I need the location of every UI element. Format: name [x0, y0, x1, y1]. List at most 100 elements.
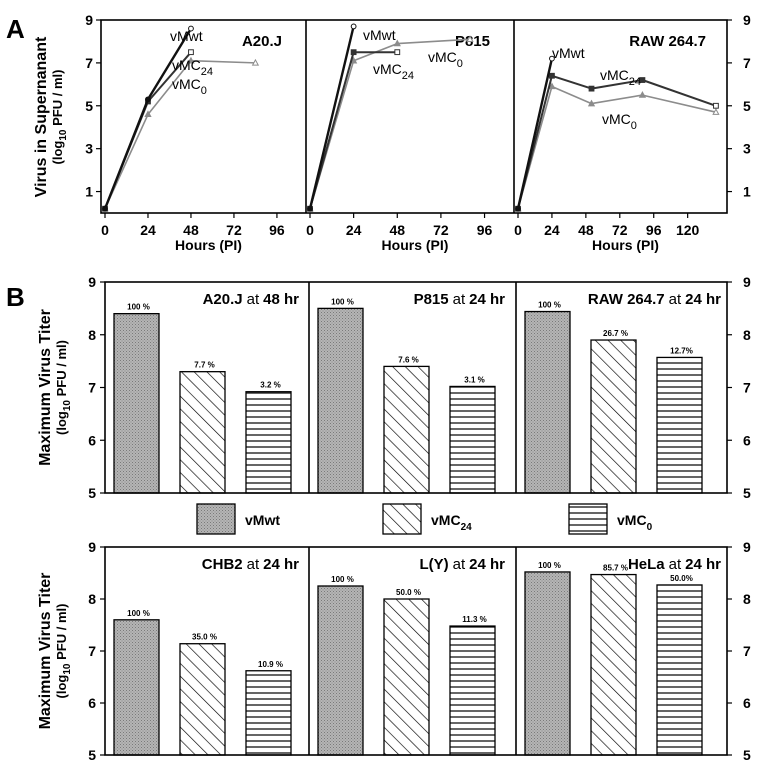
data-point	[515, 205, 521, 212]
bar-chart-title-time: 24 hr	[263, 556, 299, 573]
data-point	[466, 35, 474, 42]
x-tick-label: 96	[477, 222, 493, 238]
bar-value-label: 3.1 %	[464, 375, 484, 384]
y-tick-label-right: 5	[743, 747, 751, 763]
series-label-base: vMC	[373, 61, 402, 77]
bar-row-ylabel-2: Maximum Virus Titer (log10 PFU / ml)	[37, 573, 73, 730]
panel-a-ylabel-title: Virus in Supernanant	[33, 36, 50, 197]
data-point	[587, 99, 596, 107]
bar-row-ylabel-1-units-b: 10	[62, 400, 73, 412]
bar-row-frame	[104, 546, 728, 756]
y-tick-label-right: 9	[743, 274, 751, 290]
bar-chart-title-time: 24 hr	[469, 556, 505, 573]
series-line-vmc0	[517, 85, 717, 209]
bar-value-label: 100 %	[331, 297, 354, 306]
bar-value-label: 11.3 %	[462, 615, 486, 624]
data-point	[251, 58, 260, 66]
bar-chart-title: P815 at 24 hr	[414, 291, 506, 308]
bar-chart-4: 100 % 35.0 % 10.9 % CHB2 at 24 hr	[113, 556, 299, 756]
bar-chart-title: CHB2 at 24 hr	[202, 556, 299, 573]
data-point	[394, 49, 401, 56]
x-tick-label: 72	[433, 222, 449, 238]
legend-label-base: vMC	[617, 512, 647, 528]
bar-vmc0	[245, 670, 292, 756]
bar-vmwt	[113, 312, 160, 494]
bar-chart-6: 100 % 85.7 %50.0%HeLa at 24 hr	[524, 556, 721, 756]
y-tick-label-left: 6	[88, 695, 96, 711]
bar-value-label: 35.0 %	[192, 633, 217, 642]
panel-a-ylabel-units-b: 10	[58, 129, 69, 141]
data-point	[144, 110, 152, 118]
bar-vmc0	[449, 385, 496, 494]
bar-value-label: 50.0%	[670, 574, 693, 583]
x-tick-label: 24	[140, 222, 156, 238]
panel-a-frame	[100, 19, 728, 214]
x-tick-label: 72	[612, 222, 628, 238]
bar-value-label: 100 %	[538, 561, 561, 570]
bar-row-ylabel-1: Maximum Virus Titer (log10 PFU / ml)	[37, 309, 73, 466]
panel-a-ytick-label-left: 1	[85, 184, 93, 200]
bar-value-label: 26.7 %	[603, 329, 628, 338]
bar-row-ylabel-1-title: Maximum Virus Titer	[37, 309, 54, 466]
panel-a-line-charts: 1 1 3 3 5 5 7 7 9 9 Virus in Supernanant (log10 PFU…	[33, 12, 751, 253]
bar-chart-title-at: at	[669, 556, 682, 573]
bar-row-ylabel-1-units-a: (log	[54, 411, 69, 435]
data-point	[712, 108, 720, 115]
data-point	[307, 205, 313, 212]
bar-row-ylabel-2-units-c: PFU / ml)	[54, 604, 69, 664]
x-tick-label: 96	[269, 222, 285, 238]
bar-chart-title-cell: L(Y)	[419, 556, 448, 573]
series-label: vMwt	[363, 27, 396, 43]
legend-label-base: vMC	[431, 512, 461, 528]
series-label-sub: 24	[201, 66, 213, 78]
bar-vmc24	[383, 598, 430, 756]
panel-a-ytick-label-left: 3	[85, 141, 93, 157]
bar-chart-title-time: 48 hr	[263, 291, 299, 308]
bar-vmc24	[179, 643, 226, 756]
y-tick-label-right: 8	[743, 591, 751, 607]
y-tick-label-right: 6	[743, 695, 751, 711]
series-label-base: vMC	[600, 67, 629, 83]
x-tick-label: 72	[226, 222, 242, 238]
panel-a-ylabel-units-a: (log	[50, 141, 65, 165]
y-tick-label-left: 6	[88, 432, 96, 448]
series-label-sub: 0	[631, 120, 637, 132]
series-label: vMC0	[172, 76, 207, 97]
x-axis-title: Hours (PI)	[382, 237, 449, 253]
bar-chart-title-at: at	[453, 291, 466, 308]
legend-label: vMC0	[617, 512, 653, 533]
bar-row-ylabel-2-units: (log10 PFU / ml)	[54, 604, 73, 699]
bar-chart-title-cell: HeLa	[628, 556, 665, 573]
series-label: vMC0	[602, 111, 637, 132]
series-label-base: vMwt	[363, 27, 396, 43]
bar-value-label: 100 %	[127, 303, 150, 312]
bar-vmwt	[524, 571, 571, 756]
data-point	[350, 49, 357, 56]
bar-chart-title-at: at	[247, 291, 260, 308]
y-tick-label-right: 7	[743, 380, 751, 396]
data-point	[393, 39, 401, 47]
legend-label-sub: 24	[461, 522, 473, 533]
bar-vmc0	[449, 625, 496, 756]
x-tick-label: 48	[183, 222, 199, 238]
x-tick-label: 0	[514, 222, 522, 238]
data-point	[102, 205, 108, 212]
bar-chart-title-at: at	[247, 556, 260, 573]
legend-label-sub: 0	[647, 522, 653, 533]
y-tick-label-right: 7	[743, 643, 751, 659]
data-point	[638, 91, 647, 98]
y-tick-label-left: 9	[88, 539, 96, 555]
panel-a-ytick-label-left: 5	[85, 98, 93, 114]
panel-a-ytick-label-right: 5	[743, 98, 751, 114]
y-tick-label-left: 8	[88, 591, 96, 607]
data-point	[187, 56, 195, 64]
data-point	[188, 25, 194, 32]
bar-row-ylabel-2-title: Maximum Virus Titer	[37, 573, 54, 730]
bar-row-ylabel-2-units-a: (log	[54, 675, 69, 699]
series-label: vMC0	[428, 49, 463, 70]
data-point	[350, 23, 357, 30]
bar-value-label: 100 %	[127, 609, 150, 618]
